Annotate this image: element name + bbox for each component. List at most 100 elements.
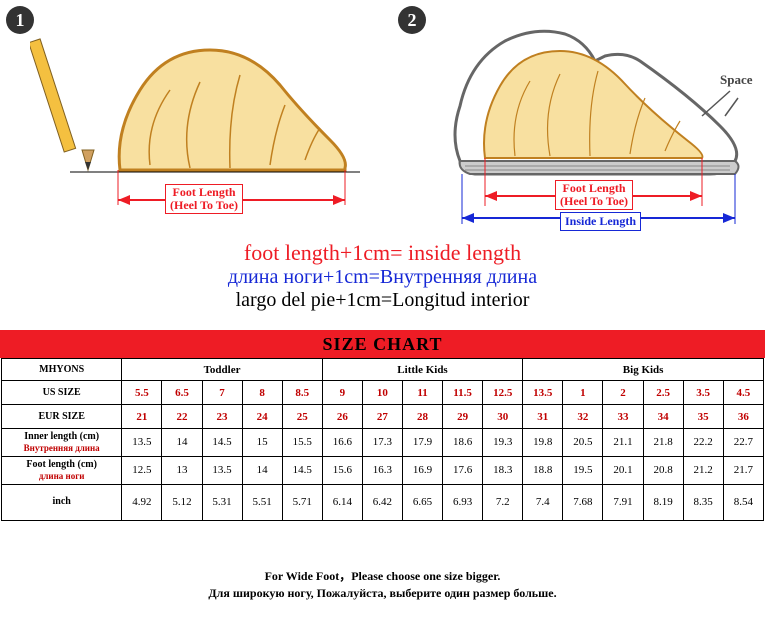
table-cell: 20.8	[643, 456, 683, 484]
table-cell: 6.42	[362, 484, 402, 520]
formula-es: largo del pie+1cm=Longitud interior	[0, 289, 765, 312]
table-cell: 7.4	[523, 484, 563, 520]
table-cell: 21.1	[603, 429, 643, 457]
table-cell: 14	[162, 429, 202, 457]
table-cell: 35	[683, 405, 723, 429]
table-cell: 21.7	[723, 456, 763, 484]
foot-length-label-2: Foot Length (Heel To Toe)	[555, 180, 633, 210]
table-cell: 15.5	[282, 429, 322, 457]
table-cell: 25	[282, 405, 322, 429]
table-cell: 5.71	[282, 484, 322, 520]
table-cell: 5.31	[202, 484, 242, 520]
note-ru: Для широкую ногу, Пожалуйста, выберите о…	[0, 585, 765, 602]
table-cell: 8.5	[282, 381, 322, 405]
formula-en: foot length+1cm= inside length	[0, 240, 765, 266]
size-chart-table: MHYONS Toddler Little Kids Big Kids US S…	[1, 358, 764, 521]
foot-label: Foot length (cm)длина ноги	[2, 456, 122, 484]
table-cell: 17.9	[402, 429, 442, 457]
table-cell: 5.5	[122, 381, 162, 405]
table-cell: 6.65	[402, 484, 442, 520]
eur-size-row: EUR SIZE 21 22 23 24 25 26 27 28 29 30 3…	[2, 405, 764, 429]
table-cell: 11	[402, 381, 442, 405]
us-size-row: US SIZE 5.5 6.5 7 8 8.5 9 10 11 11.5 12.…	[2, 381, 764, 405]
inch-row: inch 4.92 5.12 5.31 5.51 5.71 6.14 6.42 …	[2, 484, 764, 520]
group-big: Big Kids	[523, 359, 764, 381]
table-cell: 6.93	[443, 484, 483, 520]
table-cell: 14.5	[202, 429, 242, 457]
step-1-num: 1	[16, 10, 25, 31]
table-cell: 1	[563, 381, 603, 405]
table-cell: 30	[483, 405, 523, 429]
illustration-area: 1 Foot Length (Heel To Toe) 2	[0, 0, 765, 240]
table-cell: 3.5	[683, 381, 723, 405]
table-cell: 5.12	[162, 484, 202, 520]
table-cell: 22.2	[683, 429, 723, 457]
table-cell: 8.35	[683, 484, 723, 520]
formula-area: foot length+1cm= inside length длина ног…	[0, 240, 765, 312]
table-cell: 14	[242, 456, 282, 484]
table-cell: 19.5	[563, 456, 603, 484]
table-cell: 22.7	[723, 429, 763, 457]
note-en: For Wide Foot，Please choose one size big…	[0, 568, 765, 585]
foot-length-row: Foot length (cm)длина ноги 12.5 13 13.5 …	[2, 456, 764, 484]
table-cell: 17.6	[443, 456, 483, 484]
table-cell: 18.6	[443, 429, 483, 457]
table-cell: 28	[402, 405, 442, 429]
table-cell: 21.2	[683, 456, 723, 484]
table-cell: 20.5	[563, 429, 603, 457]
table-cell: 33	[603, 405, 643, 429]
table-cell: 18.8	[523, 456, 563, 484]
table-cell: 7.91	[603, 484, 643, 520]
group-toddler: Toddler	[122, 359, 322, 381]
table-cell: 4.92	[122, 484, 162, 520]
table-cell: 2.5	[643, 381, 683, 405]
table-cell: 7.68	[563, 484, 603, 520]
table-cell: 7	[202, 381, 242, 405]
inch-label: inch	[2, 484, 122, 520]
foot-length-label-1: Foot Length (Heel To Toe)	[165, 184, 243, 214]
group-header-row: MHYONS Toddler Little Kids Big Kids	[2, 359, 764, 381]
table-cell: 13.5	[122, 429, 162, 457]
table-cell: 12.5	[483, 381, 523, 405]
table-cell: 15.6	[322, 456, 362, 484]
table-cell: 21.8	[643, 429, 683, 457]
inside-length-label: Inside Length	[560, 212, 641, 231]
table-cell: 34	[643, 405, 683, 429]
group-little: Little Kids	[322, 359, 522, 381]
table-cell: 9	[322, 381, 362, 405]
table-cell: 20.1	[603, 456, 643, 484]
size-chart-title: SIZE CHART	[0, 330, 765, 358]
table-cell: 8	[242, 381, 282, 405]
table-cell: 18.3	[483, 456, 523, 484]
table-cell: 23	[202, 405, 242, 429]
table-cell: 6.5	[162, 381, 202, 405]
inner-label: Inner length (cm)Внутренняя длина	[2, 429, 122, 457]
space-label: Space	[720, 72, 753, 88]
table-cell: 32	[563, 405, 603, 429]
table-cell: 19.3	[483, 429, 523, 457]
table-cell: 14.5	[282, 456, 322, 484]
table-cell: 5.51	[242, 484, 282, 520]
table-cell: 12.5	[122, 456, 162, 484]
table-cell: 36	[723, 405, 763, 429]
table-cell: 13.5	[523, 381, 563, 405]
table-cell: 26	[322, 405, 362, 429]
table-cell: 11.5	[443, 381, 483, 405]
eur-label: EUR SIZE	[2, 405, 122, 429]
table-cell: 13	[162, 456, 202, 484]
table-cell: 16.3	[362, 456, 402, 484]
table-cell: 15	[242, 429, 282, 457]
table-cell: 13.5	[202, 456, 242, 484]
table-cell: 24	[242, 405, 282, 429]
table-cell: 16.9	[402, 456, 442, 484]
table-cell: 8.54	[723, 484, 763, 520]
brand-cell: MHYONS	[2, 359, 122, 381]
table-cell: 22	[162, 405, 202, 429]
table-cell: 29	[443, 405, 483, 429]
table-cell: 16.6	[322, 429, 362, 457]
table-cell: 7.2	[483, 484, 523, 520]
table-cell: 19.8	[523, 429, 563, 457]
table-cell: 8.19	[643, 484, 683, 520]
formula-ru: длина ноги+1cm=Внутренняя длина	[0, 266, 765, 289]
table-cell: 4.5	[723, 381, 763, 405]
